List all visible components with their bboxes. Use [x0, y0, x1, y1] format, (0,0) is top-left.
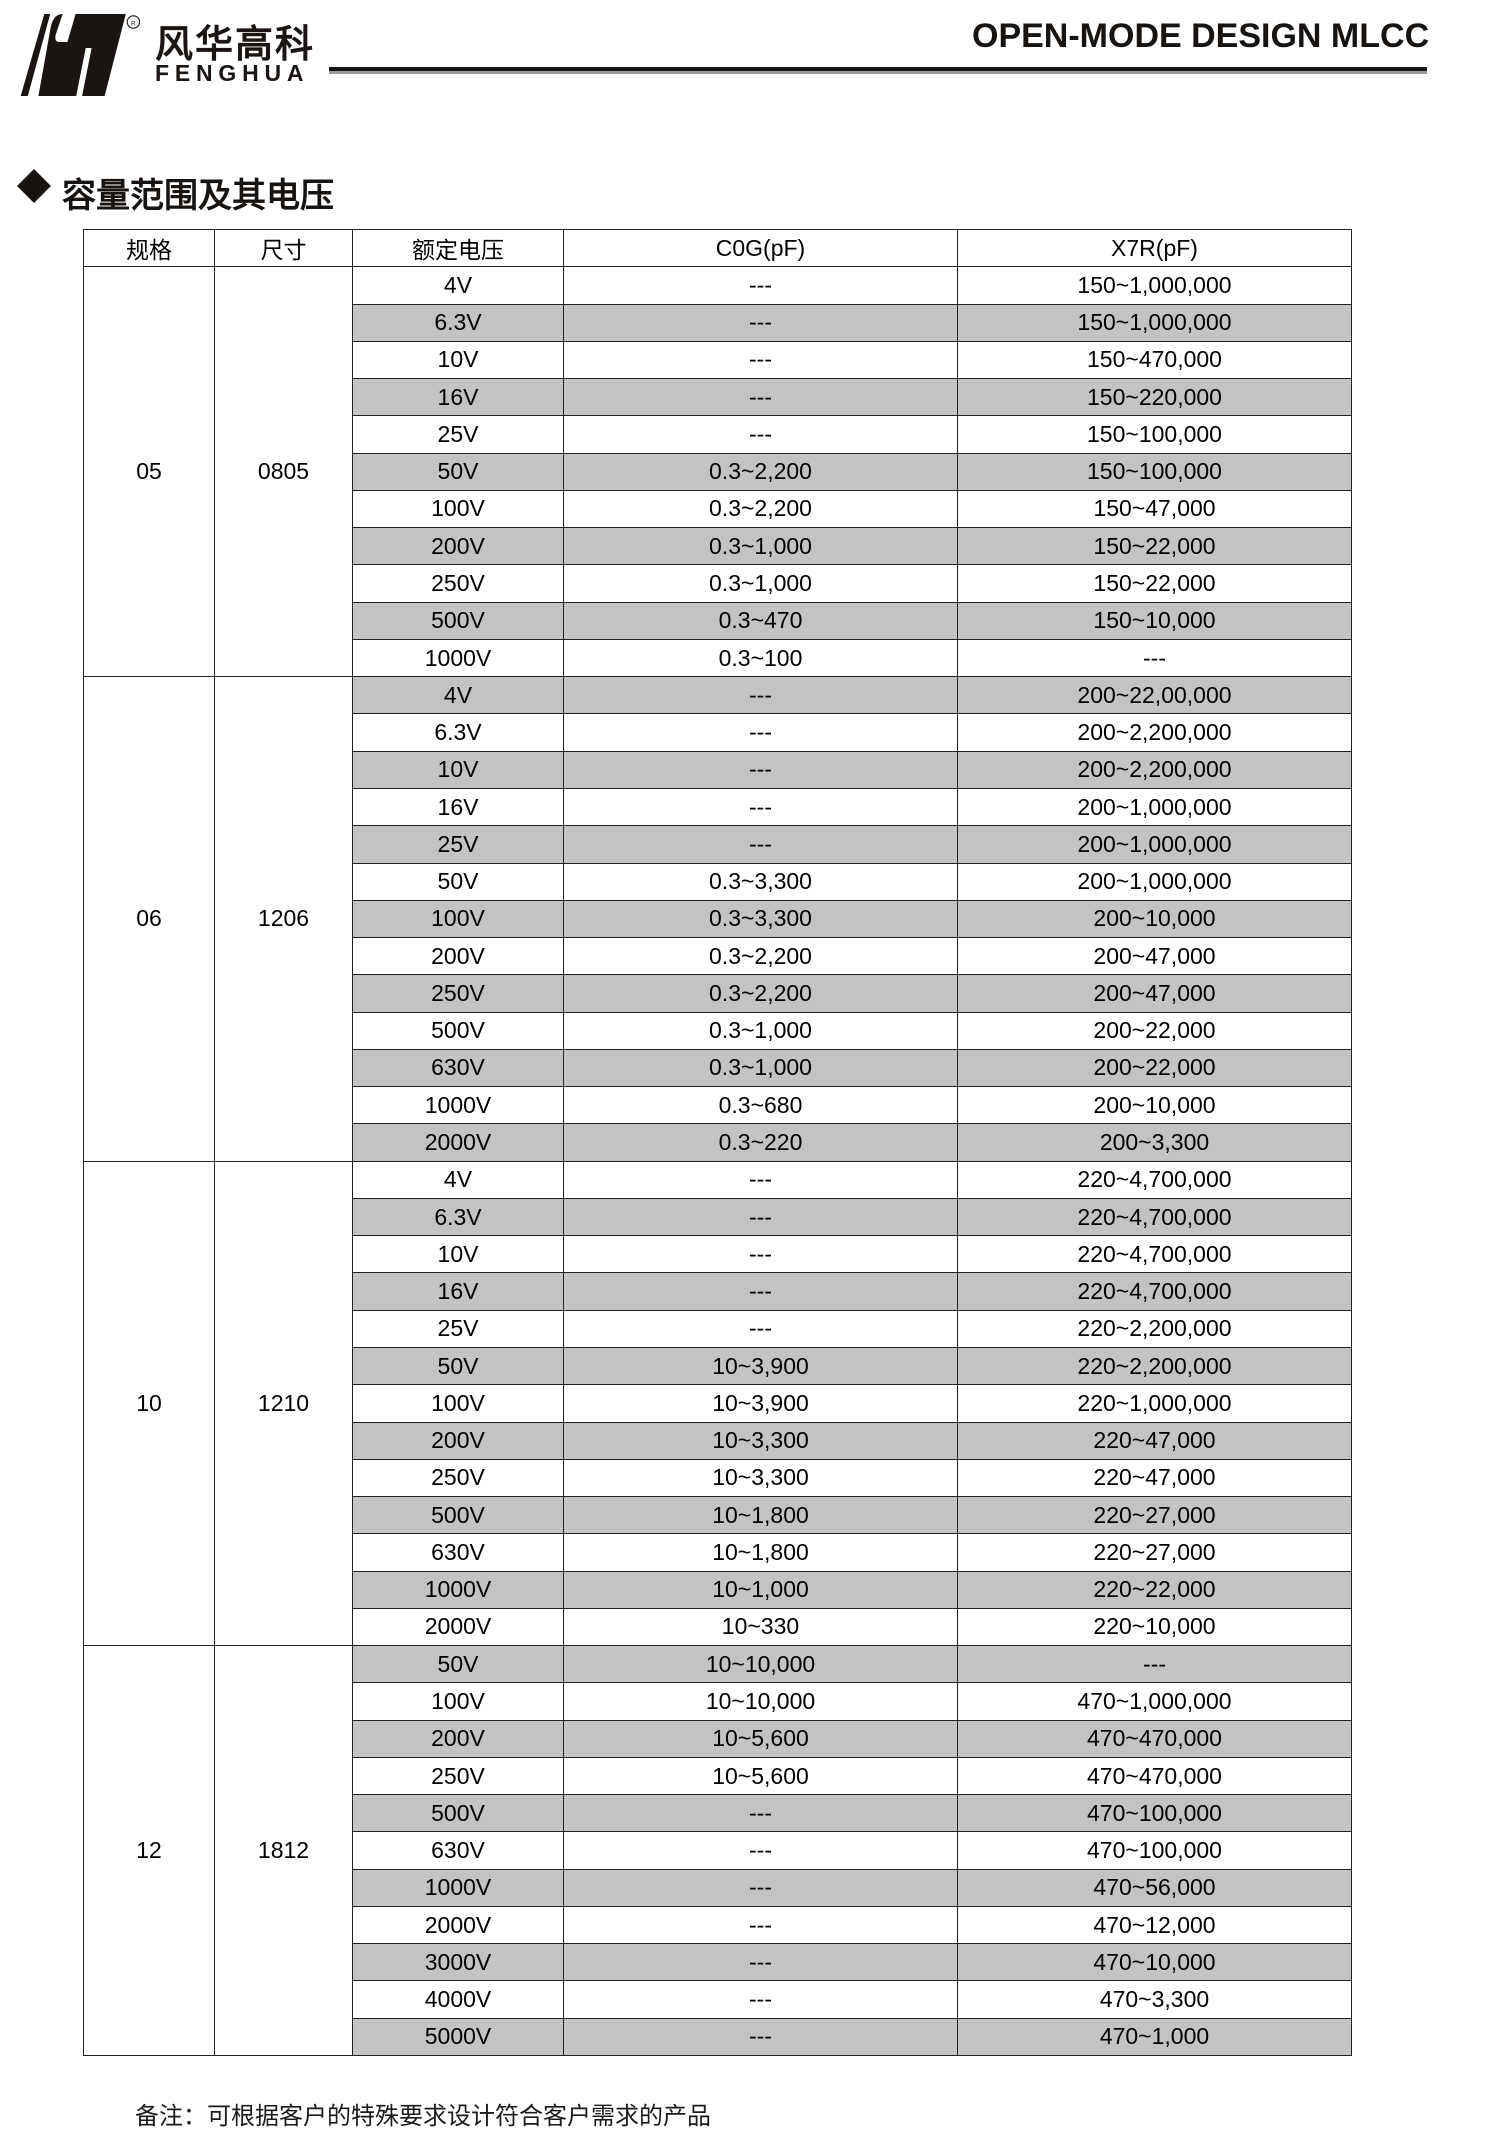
svg-text:R: R [131, 20, 136, 27]
